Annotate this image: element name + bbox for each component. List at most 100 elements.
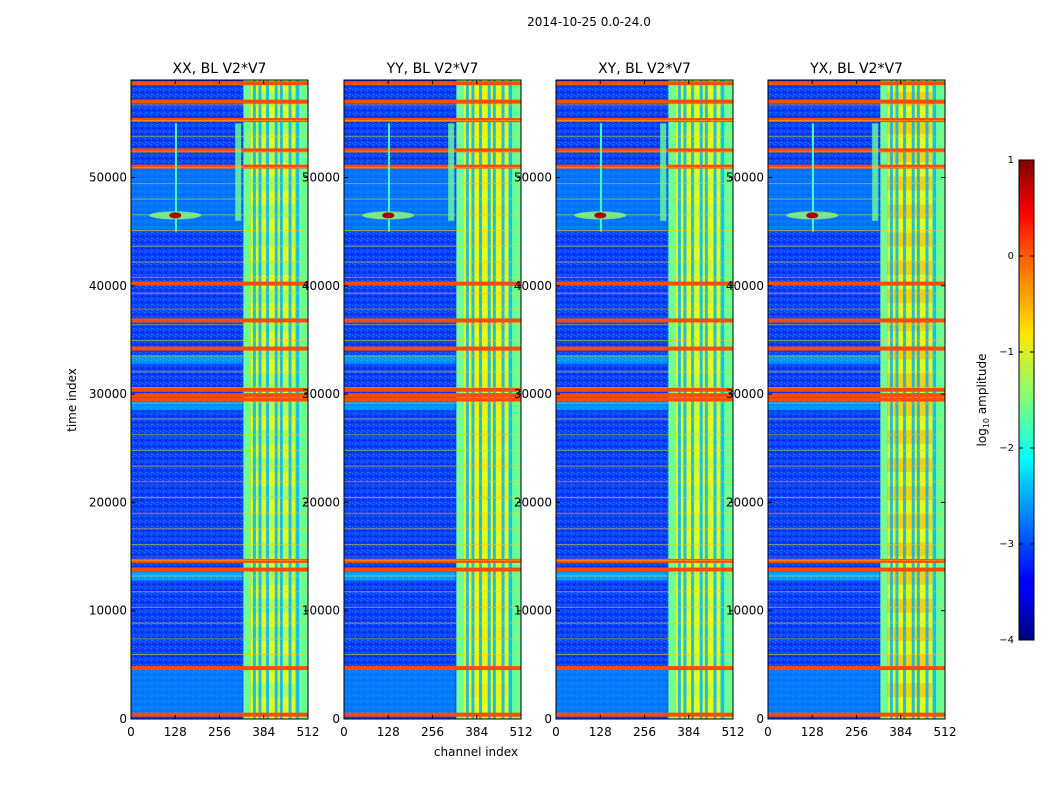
rfi-thin-row: [768, 449, 945, 451]
rfi-row: [768, 397, 945, 402]
x-tick-label: 0: [764, 725, 772, 739]
band-blotch: [250, 542, 296, 557]
rfi-thin-row: [556, 104, 733, 106]
rfi-row: [344, 281, 521, 286]
rfi-thin-row: [556, 261, 733, 263]
y-tick-label: 40000: [89, 279, 127, 293]
rfi-thin-row: [556, 371, 733, 373]
band-blotch: [463, 457, 509, 473]
rfi-thin-row: [131, 104, 308, 106]
rfi-vertical-line: [174, 123, 177, 232]
y-tick-label: 0: [544, 712, 552, 726]
rfi-row: [131, 397, 308, 402]
band-blotch: [675, 486, 721, 501]
rfi-row: [556, 148, 733, 153]
rfi-row: [131, 393, 308, 398]
rfi-thin-row: [768, 418, 945, 420]
noise-band: [556, 355, 668, 364]
panel-title: XX, BL V2*V7: [173, 61, 267, 77]
rfi-thin-row: [556, 214, 733, 216]
panel-yy: YY, BL V2*V7 0 128 256 384 512 0 10000 20000 3000…: [302, 61, 533, 739]
rfi-thin-row: [344, 418, 521, 420]
panel-title: YX, BL V2*V7: [809, 61, 903, 77]
band-blotch: [250, 486, 296, 501]
colorbar: log10 amplitude 10−1−2−3−4: [975, 155, 1035, 646]
y-tick-label: 50000: [514, 170, 552, 184]
heatmap-image: [131, 80, 308, 719]
band-blotch: [887, 232, 933, 247]
rfi-thin-row: [344, 496, 521, 498]
rfi-thin-row: [556, 387, 733, 389]
rfi-thin-row: [131, 214, 308, 216]
panel-xy: XY, BL V2*V7 0 128 256 384 512 0 10000 20000 3000…: [514, 61, 745, 739]
panel-title: YY, BL V2*V7: [386, 61, 479, 77]
rfi-thin-row: [768, 292, 945, 294]
x-tick-label: 256: [421, 725, 444, 739]
rfi-thin-row: [768, 151, 945, 153]
rfi-row: [131, 558, 308, 563]
rfi-thin-row: [344, 402, 521, 404]
rfi-thin-row: [768, 135, 945, 137]
rfi-thin-row: [768, 606, 945, 608]
rfi-thin-row: [131, 355, 308, 357]
band-blotch: [887, 120, 933, 135]
colorbar-label-main: log: [975, 428, 989, 446]
x-tick-label: 384: [677, 725, 700, 739]
rfi-thin-row: [344, 465, 521, 467]
rfi-row: [556, 346, 733, 351]
figure-suptitle: 2014-10-25 0.0-24.0: [527, 15, 651, 29]
rfi-thin-row: [131, 418, 308, 420]
rfi-thin-row: [556, 339, 733, 341]
rfi-vertical-line: [599, 123, 602, 232]
band-blotch: [463, 655, 509, 670]
rfi-thin-row: [556, 544, 733, 546]
band-blotch: [675, 514, 721, 529]
rfi-thin-row: [556, 481, 733, 483]
rfi-thin-row: [131, 182, 308, 184]
rfi-row: [344, 164, 521, 169]
noise-band: [344, 401, 456, 411]
band-blotch: [675, 289, 721, 304]
rfi-thin-row: [344, 559, 521, 561]
rfi-vertical-line: [811, 123, 814, 232]
rfi-thin-row: [556, 277, 733, 279]
band-blotch: [250, 289, 296, 304]
band-blotch: [463, 683, 509, 698]
rfi-thin-row: [344, 120, 521, 122]
rfi-row: [344, 318, 521, 323]
noise-band: [768, 670, 880, 714]
rfi-thin-row: [768, 120, 945, 122]
rfi-thin-row: [556, 591, 733, 593]
x-tick-label: 512: [510, 725, 533, 739]
band-blotch: [250, 429, 296, 444]
rfi-thin-row: [768, 575, 945, 577]
rfi-thin-row: [344, 104, 521, 106]
rfi-thin-row: [131, 324, 308, 326]
rfi-row: [344, 558, 521, 563]
band-blotch: [463, 626, 509, 642]
rfi-thin-row: [344, 135, 521, 137]
rfi-thin-row: [768, 387, 945, 389]
rfi-row: [131, 387, 308, 392]
band-blotch: [675, 655, 721, 670]
band-blotch: [675, 626, 721, 642]
band-blotch: [887, 401, 933, 416]
rfi-thin-row: [768, 230, 945, 232]
rfi-row: [768, 387, 945, 392]
noise-band: [131, 670, 243, 714]
rfi-thin-row: [131, 230, 308, 232]
rfi-thin-row: [768, 167, 945, 169]
y-tick-label: 30000: [514, 387, 552, 401]
rfi-thin-row: [768, 622, 945, 624]
rfi-thin-row: [344, 481, 521, 483]
rfi-row: [556, 666, 733, 671]
y-tick-label: 50000: [302, 170, 340, 184]
rfi-thin-row: [131, 465, 308, 467]
rfi-thin-row: [556, 198, 733, 200]
y-axis-label: time index: [65, 368, 79, 432]
rfi-vertical-line: [448, 123, 455, 221]
rfi-thin-row: [344, 622, 521, 624]
rfi-thin-row: [131, 622, 308, 624]
rfi-row: [556, 567, 733, 572]
